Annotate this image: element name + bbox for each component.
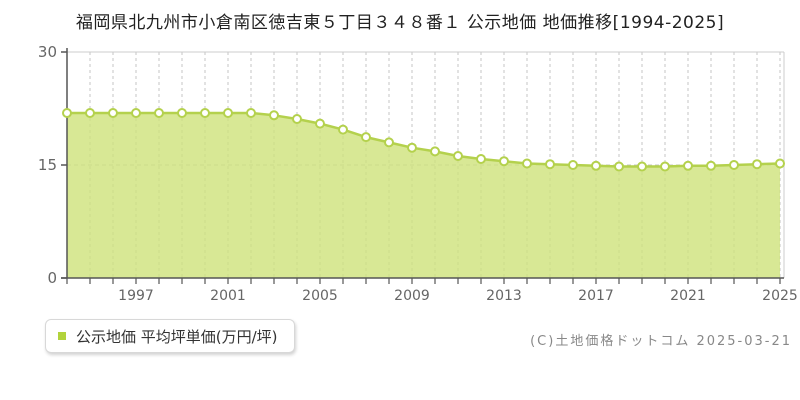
data-point[interactable]	[614, 161, 624, 172]
data-point[interactable]	[131, 108, 141, 118]
data-point[interactable]	[591, 160, 601, 171]
y-axis-tick-label: 30	[38, 43, 57, 61]
x-axis-tick-label: 2001	[210, 288, 246, 304]
data-point[interactable]	[85, 108, 95, 118]
x-axis-tick-label: 2025	[762, 288, 798, 304]
y-axis-tick-label: 0	[47, 269, 57, 287]
data-point[interactable]	[407, 142, 417, 153]
data-point[interactable]	[62, 108, 72, 118]
data-point[interactable]	[775, 158, 785, 169]
data-point[interactable]	[338, 124, 348, 135]
data-point[interactable]	[706, 160, 716, 171]
x-axis-tick-label: 1997	[118, 288, 154, 304]
x-axis-tick-label: 2009	[394, 288, 430, 304]
data-point[interactable]	[499, 156, 509, 167]
data-point[interactable]	[246, 108, 256, 118]
data-point[interactable]	[384, 137, 394, 148]
data-point[interactable]	[660, 161, 670, 172]
data-point[interactable]	[752, 159, 762, 170]
data-point[interactable]	[683, 160, 693, 171]
legend: 公示地価 平均坪単価(万円/坪)	[45, 319, 295, 353]
data-point[interactable]	[292, 114, 302, 124]
x-axis-tick-label: 2021	[670, 288, 706, 304]
data-point[interactable]	[430, 146, 440, 157]
data-point[interactable]	[269, 110, 279, 121]
x-axis-tick-label: 2005	[302, 288, 338, 304]
data-point[interactable]	[361, 132, 371, 143]
data-point[interactable]	[729, 160, 739, 170]
data-point[interactable]	[637, 161, 647, 172]
data-point[interactable]	[108, 108, 118, 118]
data-point[interactable]	[545, 159, 555, 170]
data-point[interactable]	[453, 151, 463, 161]
data-point[interactable]	[154, 108, 164, 118]
data-point[interactable]	[177, 108, 187, 118]
copyright-text: (C)土地価格ドットコム 2025-03-21	[530, 334, 792, 349]
data-point[interactable]	[223, 108, 233, 118]
data-point[interactable]	[522, 158, 532, 169]
legend-series-swatch-icon	[58, 332, 66, 340]
data-point[interactable]	[200, 108, 210, 118]
y-axis-tick-label: 15	[38, 156, 57, 174]
area-series-fill	[67, 113, 780, 278]
legend-series-label: 公示地価 平均坪単価(万円/坪)	[76, 327, 278, 346]
chart-title: 福岡県北九州市小倉南区徳吉東５丁目３４８番１ 公示地価 地価推移[1994-20…	[75, 13, 725, 33]
data-point[interactable]	[315, 118, 325, 129]
data-point[interactable]	[476, 154, 486, 164]
x-axis-tick-label: 2017	[578, 288, 614, 304]
data-point[interactable]	[568, 160, 578, 170]
x-axis-tick-label: 2013	[486, 288, 522, 304]
